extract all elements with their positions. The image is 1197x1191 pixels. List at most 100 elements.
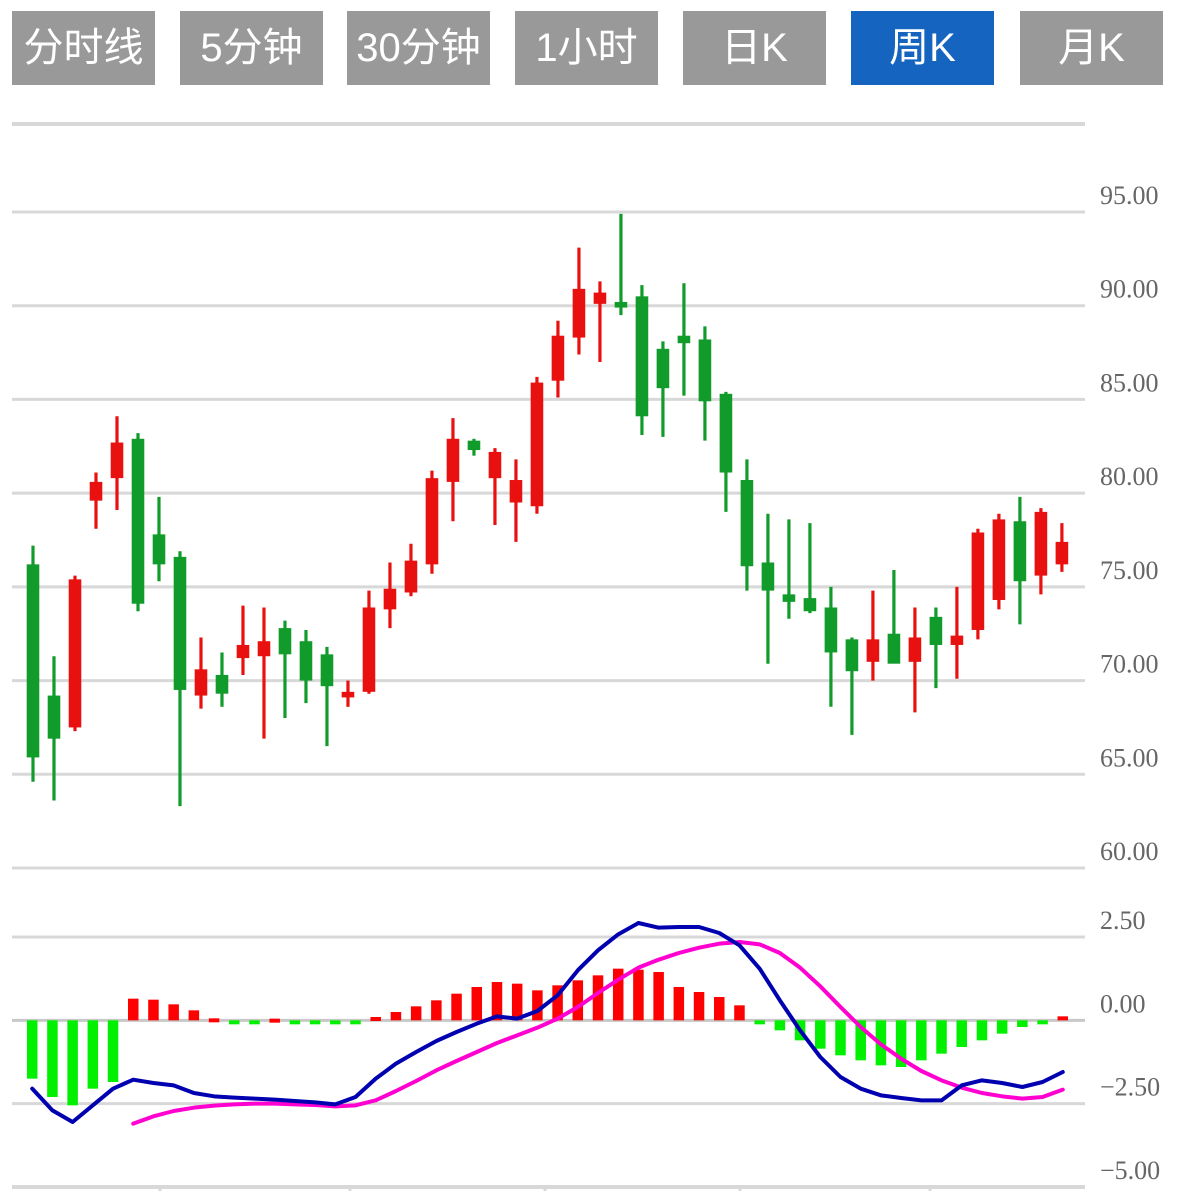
candle-body: [362, 607, 376, 692]
candle-body: [530, 382, 544, 507]
candle-body: [614, 301, 628, 308]
macd-bar: [67, 1020, 78, 1106]
tab-1[interactable]: 5分钟: [180, 11, 323, 85]
macd-bar: [289, 1020, 301, 1025]
price-tick-label: 80.00: [1100, 462, 1159, 491]
tab-4[interactable]: 日K: [683, 11, 826, 85]
price-tick-label: 90.00: [1100, 275, 1159, 304]
candle-body: [761, 562, 775, 591]
candle-body: [383, 588, 397, 610]
tab-label: 月K: [1058, 26, 1125, 70]
candle-body: [425, 478, 439, 565]
candle-body: [887, 633, 901, 664]
tab-3[interactable]: 1小时: [515, 11, 658, 85]
candle-body: [740, 480, 754, 567]
macd-bar: [532, 990, 543, 1021]
macd-bar: [350, 1020, 361, 1025]
price-tick-label: 70.00: [1100, 650, 1159, 679]
macd-bar: [633, 969, 644, 1021]
macd-bar: [552, 985, 563, 1021]
candle-body: [1034, 511, 1048, 576]
macd-bar: [976, 1020, 988, 1041]
macd-bar: [168, 1004, 179, 1021]
candle-body: [635, 296, 649, 417]
macd-bar: [956, 1020, 967, 1047]
candle-body: [950, 635, 964, 645]
candle-body: [152, 534, 166, 565]
candle-body: [908, 637, 922, 662]
macd-bar: [653, 972, 664, 1021]
macd-bar: [673, 987, 685, 1021]
price-axis-labels: 95.00 90.00 85.00 80.00 75.00 70.00 65.00 60.00: [1100, 181, 1159, 866]
candle-body: [719, 393, 733, 473]
candle-body: [47, 695, 61, 739]
macd-bar: [1017, 1020, 1028, 1027]
candle-body: [467, 440, 481, 451]
candle-body: [89, 481, 103, 501]
tab-0[interactable]: 分时线: [12, 11, 155, 85]
macd-axis-labels: 2.50 0.00 −2.50 −5.00: [1100, 906, 1160, 1185]
price-tick-label: 75.00: [1100, 556, 1159, 585]
macd-bar: [996, 1020, 1008, 1034]
candle-body: [929, 616, 943, 645]
candle-body: [320, 654, 334, 687]
price-and-macd-chart[interactable]: 95.00 90.00 85.00 80.00 75.00 70.00 65.00 60.00…: [0, 96, 1197, 1191]
tab-5[interactable]: 周K: [851, 11, 994, 85]
candle-body: [341, 691, 355, 698]
candle-body: [866, 639, 880, 662]
macd-bar: [511, 983, 523, 1021]
macd-bar: [774, 1020, 786, 1031]
price-tick-label: 60.00: [1100, 837, 1159, 866]
candle-body: [131, 438, 145, 604]
chart-container: 95.00 90.00 85.00 80.00 75.00 70.00 65.00 60.00…: [0, 96, 1197, 1191]
price-tick-label: 85.00: [1100, 368, 1159, 397]
macd-tick-label: 2.50: [1100, 906, 1146, 935]
tab-label: 5分钟: [200, 26, 303, 70]
candle-body: [677, 335, 691, 344]
macd-bar: [26, 1020, 38, 1079]
dea-line: [131, 940, 1065, 1126]
macd-bar: [229, 1020, 240, 1025]
macd-bar: [87, 1020, 99, 1089]
candle-body: [509, 480, 523, 503]
candle-body: [404, 560, 418, 593]
macd-bar: [592, 975, 604, 1021]
candle-body: [215, 674, 229, 694]
tab-label: 1小时: [535, 26, 638, 70]
candle-body: [446, 438, 460, 482]
tab-2[interactable]: 30分钟: [347, 11, 490, 85]
candle-body: [572, 288, 586, 338]
macd-bar: [612, 968, 624, 1021]
candle-body: [782, 594, 796, 602]
macd-bar: [249, 1020, 260, 1025]
candle-body: [488, 451, 502, 479]
macd-bar: [107, 1020, 119, 1082]
candle-body: [845, 639, 859, 672]
macd-bar: [148, 999, 159, 1021]
candle-body: [1055, 541, 1069, 565]
candle-body: [299, 641, 313, 681]
tab-label: 周K: [889, 26, 956, 70]
macd-histogram: [26, 968, 1069, 1106]
tab-label: 分时线: [23, 26, 144, 70]
macd-tick-label: −5.00: [1100, 1156, 1160, 1185]
candle-body: [257, 641, 271, 657]
candle-body: [173, 556, 187, 690]
macd-bar: [835, 1020, 846, 1056]
macd-bar: [451, 993, 462, 1021]
candle-body: [194, 669, 208, 696]
macd-bar: [309, 1020, 321, 1025]
macd-bar: [1037, 1020, 1048, 1025]
candle-body: [656, 348, 670, 389]
tab-label: 30分钟: [356, 26, 481, 70]
candle-body: [26, 564, 40, 758]
macd-bar: [269, 1018, 280, 1023]
tab-6[interactable]: 月K: [1020, 11, 1163, 85]
candle-body: [803, 598, 817, 612]
candlestick-series: [26, 213, 1069, 807]
macd-bar: [734, 1005, 745, 1021]
macd-bar: [370, 1017, 381, 1021]
macd-bar: [916, 1020, 927, 1061]
macd-bar: [431, 1000, 442, 1021]
